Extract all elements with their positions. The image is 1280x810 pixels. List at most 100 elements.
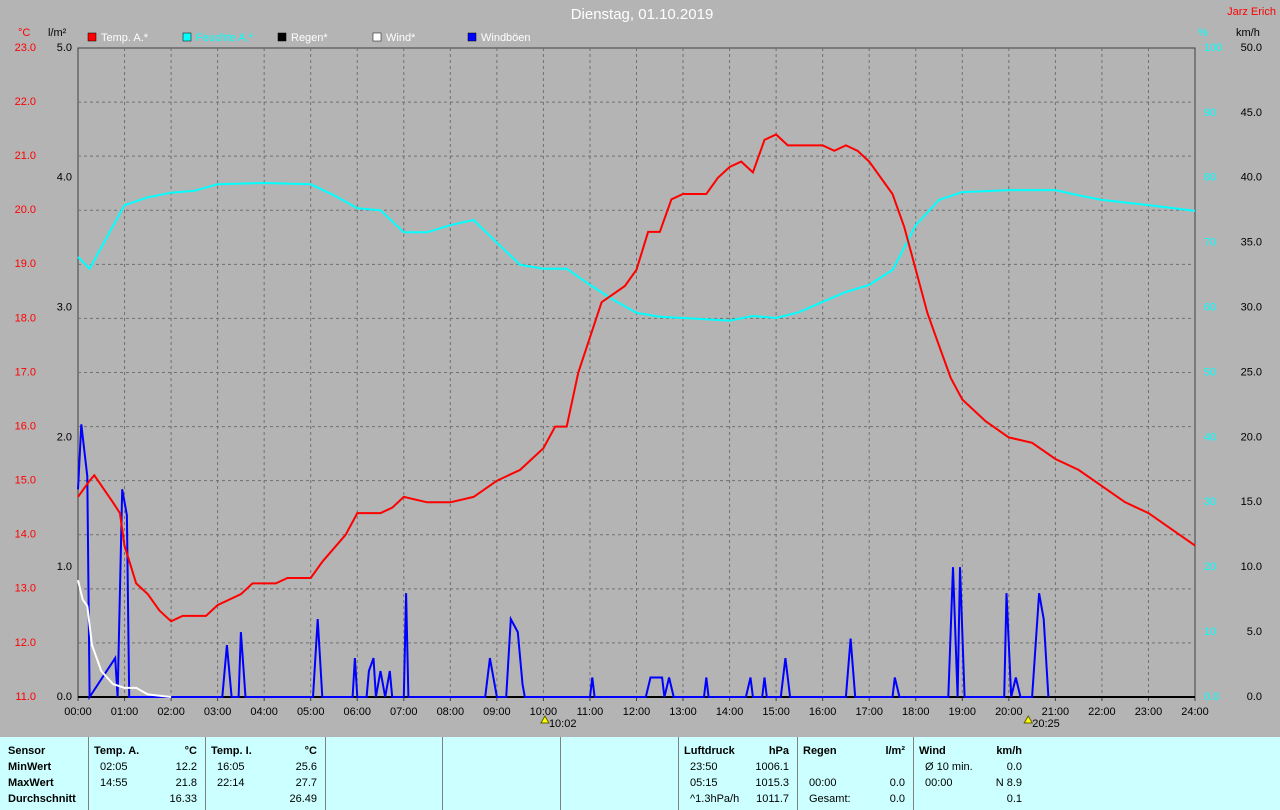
summary-table: Sensor MinWert MaxWert Durchschnitt Temp. A.… [0, 737, 1280, 810]
cell-label: 23:50 [690, 761, 718, 773]
x-tick-label: 00:00 [64, 706, 92, 718]
y-tick-label: 3.0 [57, 302, 72, 314]
y-tick-label: 90 [1204, 107, 1216, 119]
y-tick-label: 45.0 [1241, 107, 1262, 119]
y-tick-label: 4.0 [57, 172, 72, 184]
unit-y4: km/h [1236, 27, 1260, 39]
legend-swatch [182, 32, 192, 42]
y-tick-label: 23.0 [15, 42, 36, 54]
x-tick-label: 21:00 [1042, 706, 1070, 718]
y-tick-label: 14.0 [15, 529, 36, 541]
group-unit: hPa [768, 745, 789, 757]
legend-label: Regen* [291, 32, 328, 44]
y-tick-label: 12.0 [15, 637, 36, 649]
legend-label: Feuchte A.* [196, 32, 254, 44]
legend-label: Windböen [481, 32, 531, 44]
y-tick-label: 70 [1204, 237, 1216, 249]
legend-swatch [372, 32, 382, 42]
x-tick-label: 11:00 [577, 706, 604, 718]
annotation-label: 20:25 [1032, 718, 1060, 730]
cell-label: 14:55 [100, 777, 128, 789]
y-tick-label: 22.0 [15, 96, 36, 108]
cell-value: 1006.1 [755, 761, 789, 773]
y-tick-label: 80 [1204, 172, 1216, 184]
column-divider [88, 737, 89, 810]
sun-marker [1023, 714, 1034, 724]
y-tick-label: 13.0 [15, 583, 36, 595]
x-tick-label: 10:00 [530, 706, 558, 718]
row-label: Durchschnitt [8, 793, 76, 805]
cell-value: 1011.7 [756, 793, 789, 805]
group-title: Regen [803, 745, 837, 757]
y-tick-label: 35.0 [1241, 237, 1262, 249]
y-tick-label: 5.0 [57, 42, 72, 54]
row-label: MaxWert [8, 777, 54, 789]
x-tick-label: 23:00 [1135, 706, 1163, 718]
group-unit: l/m² [885, 745, 905, 757]
series-line [77, 133, 1196, 623]
x-tick-label: 14:00 [716, 706, 744, 718]
cell-value: 26.49 [289, 793, 317, 805]
group-title: Luftdruck [684, 745, 735, 757]
group-unit: km/h [996, 745, 1022, 757]
y-tick-label: 18.0 [15, 312, 36, 324]
column-divider [797, 737, 798, 810]
legend-swatch [87, 32, 97, 42]
x-tick-label: 22:00 [1088, 706, 1116, 718]
y-tick-label: 1.0 [57, 561, 72, 573]
cell-value: 1015.3 [755, 777, 789, 789]
y-tick-label: 100 [1204, 42, 1222, 54]
cell-value: 12.2 [175, 761, 197, 773]
cell-label: 22:14 [217, 777, 245, 789]
cell-value: 0.0 [889, 777, 905, 789]
column-divider [560, 737, 561, 810]
cell-label: Gesamt: [809, 793, 851, 805]
y-tick-label: 15.0 [15, 475, 36, 487]
y-tick-label: 20.0 [1241, 431, 1262, 443]
y-tick-label: 25.0 [1241, 366, 1262, 378]
series-line [77, 181, 1196, 322]
y-tick-label: 30 [1204, 496, 1216, 508]
y-tick-label: 40 [1204, 431, 1216, 443]
unit-y3: % [1198, 27, 1208, 39]
cell-value: 16.33 [169, 793, 197, 805]
y-tick-label: 15.0 [1241, 496, 1262, 508]
cell-value: 25.6 [295, 761, 317, 773]
legend-swatch [277, 32, 287, 42]
group-title: Temp. I. [211, 745, 252, 757]
cell-label: 00:00 [809, 777, 837, 789]
y-tick-label: 16.0 [15, 420, 36, 432]
chart: Dienstag, 01.10.2019 Jarz Erich °C l/m² … [15, 6, 1276, 730]
cell-value: 0.0 [1006, 761, 1022, 773]
y-tick-label: 11.0 [15, 691, 36, 703]
x-tick-label: 16:00 [809, 706, 837, 718]
y-tick-label: 50 [1204, 366, 1216, 378]
series-line [77, 424, 1050, 701]
y-tick-label: 0.0 [1204, 691, 1219, 703]
y-tick-label: 50.0 [1241, 42, 1262, 54]
y-tick-label: 40.0 [1241, 172, 1262, 184]
group-title: Temp. A. [94, 745, 140, 757]
y-tick-label: 20.0 [15, 204, 36, 216]
x-tick-label: 03:00 [204, 706, 232, 718]
header-cell: Sensor [8, 745, 46, 757]
x-tick-label: 13:00 [669, 706, 697, 718]
x-tick-label: 02:00 [157, 706, 185, 718]
column-divider [678, 737, 679, 810]
x-tick-label: 06:00 [343, 706, 371, 718]
annotation-label: 10:02 [549, 718, 577, 730]
x-tick-label: 18:00 [902, 706, 930, 718]
y-tick-label: 2.0 [57, 431, 72, 443]
x-tick-label: 07:00 [390, 706, 418, 718]
y-tick-label: 5.0 [1247, 626, 1262, 638]
y-tick-label: 10.0 [1241, 561, 1262, 573]
cell-value: 27.7 [295, 777, 317, 789]
chart-title: Dienstag, 01.10.2019 [571, 6, 714, 23]
y-tick-label: 17.0 [15, 366, 36, 378]
x-tick-label: 17:00 [855, 706, 883, 718]
group-title: Wind [919, 745, 946, 757]
y-tick-label: 0.0 [57, 691, 72, 703]
group-unit: °C [304, 745, 317, 757]
x-tick-label: 20:00 [995, 706, 1023, 718]
